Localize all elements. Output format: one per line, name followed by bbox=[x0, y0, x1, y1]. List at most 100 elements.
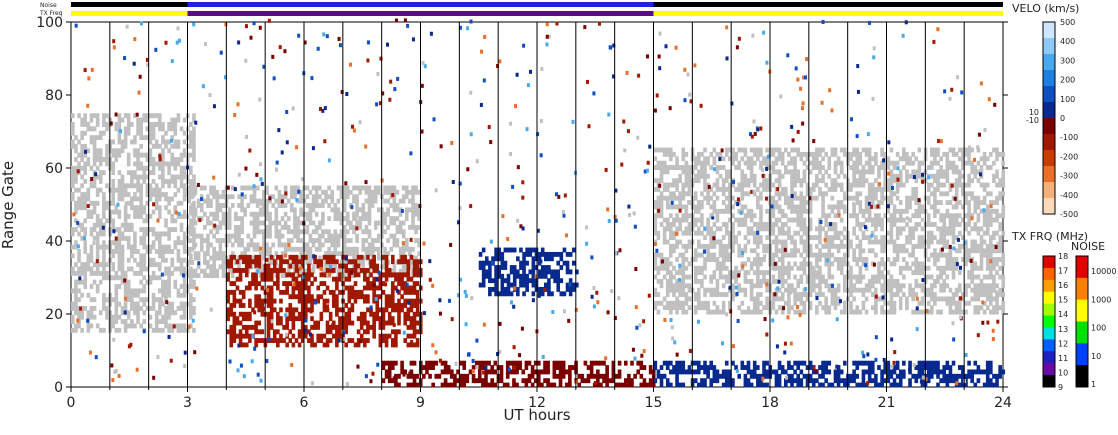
scatter-point bbox=[685, 216, 689, 221]
scatter-point bbox=[410, 339, 414, 344]
txfreq-color-8 bbox=[1043, 351, 1055, 364]
scatter-point bbox=[198, 218, 202, 223]
scatter-point bbox=[303, 40, 307, 45]
scatter-point bbox=[664, 44, 668, 49]
scatter-point bbox=[275, 160, 279, 165]
scatter-point bbox=[872, 55, 876, 60]
scatter-point bbox=[386, 42, 390, 47]
scatter-point bbox=[420, 83, 424, 88]
scatter-point bbox=[219, 50, 223, 55]
scatter-point bbox=[829, 222, 833, 227]
scatter-point bbox=[112, 45, 116, 50]
scatter-point bbox=[683, 67, 687, 72]
scatter-point bbox=[484, 365, 488, 370]
scatter-point bbox=[631, 347, 635, 352]
scatter-point bbox=[389, 79, 393, 84]
scatter-point bbox=[418, 203, 422, 208]
scatter-point bbox=[753, 131, 757, 136]
scatter-point bbox=[545, 34, 549, 39]
scatter-point bbox=[113, 369, 117, 374]
scatter-point bbox=[633, 356, 637, 361]
scatter-point bbox=[551, 310, 555, 315]
scatter-point bbox=[874, 335, 878, 340]
scatter-point bbox=[175, 40, 179, 45]
scatter-point bbox=[849, 117, 853, 122]
velocity-tick-label: -300 bbox=[1060, 172, 1078, 181]
region-negative-velocity-patch bbox=[226, 254, 423, 348]
scatter-point bbox=[86, 204, 90, 209]
scatter-point bbox=[117, 373, 121, 378]
scatter-point bbox=[177, 211, 181, 216]
scatter-point bbox=[328, 272, 332, 277]
scatter-point bbox=[342, 336, 346, 341]
velocity-color-9 bbox=[1043, 166, 1055, 183]
scatter-point bbox=[297, 189, 301, 194]
scatter-point bbox=[606, 207, 610, 212]
scatter-point bbox=[736, 197, 740, 202]
scatter-point bbox=[790, 124, 794, 129]
scatter-point bbox=[786, 315, 790, 320]
scatter-point bbox=[181, 273, 185, 278]
scatter-point bbox=[882, 357, 886, 362]
scatter-point bbox=[638, 323, 642, 328]
scatter-point bbox=[236, 368, 240, 373]
scatter-point bbox=[376, 72, 380, 77]
scatter-point bbox=[142, 329, 146, 334]
scatter-point bbox=[119, 129, 123, 134]
scatter-point bbox=[604, 356, 608, 361]
scatter-point bbox=[590, 255, 594, 260]
scatter-point bbox=[736, 318, 740, 323]
scatter-point bbox=[240, 192, 244, 197]
scatter-point bbox=[340, 89, 344, 94]
scatter-point bbox=[557, 194, 561, 199]
scatter-point bbox=[647, 293, 651, 298]
scatter-point bbox=[434, 188, 438, 193]
y-axis-label: Range Gate bbox=[0, 161, 17, 249]
scatter-point bbox=[498, 321, 502, 326]
txfreq-segment-0 bbox=[71, 11, 188, 16]
scatter-point bbox=[475, 364, 479, 369]
scatter-point bbox=[775, 344, 779, 349]
scatter-point bbox=[993, 102, 997, 107]
scatter-point bbox=[371, 371, 375, 376]
scatter-point bbox=[555, 21, 559, 26]
scatter-point bbox=[450, 317, 454, 322]
scatter-point bbox=[301, 177, 305, 182]
scatter-point bbox=[501, 214, 505, 219]
scatter-point bbox=[921, 375, 925, 380]
scatter-point bbox=[259, 246, 263, 251]
scatter-point bbox=[805, 57, 809, 62]
scatter-point bbox=[228, 359, 232, 364]
scatter-point bbox=[791, 138, 795, 143]
scatter-point bbox=[867, 20, 871, 25]
scatter-point bbox=[642, 319, 646, 324]
scatter-point bbox=[908, 367, 912, 372]
scatter-point bbox=[200, 197, 204, 202]
scatter-point bbox=[801, 101, 805, 106]
scatter-point bbox=[396, 76, 400, 81]
scatter-point bbox=[987, 97, 991, 102]
scatter-point bbox=[469, 132, 473, 137]
scatter-point bbox=[132, 61, 136, 66]
scatter-point bbox=[882, 158, 886, 163]
scatter-point bbox=[952, 246, 956, 251]
scatter-point bbox=[969, 258, 973, 263]
velocity-colorbar: 500 400 300 200 100 0 -100 -200 -300 -400 -500 10-1… bbox=[1026, 18, 1078, 219]
scatter-point bbox=[311, 146, 315, 151]
noise-segment-2 bbox=[653, 2, 1003, 7]
scatter-point bbox=[515, 72, 519, 77]
txfreq-tick-label: 14 bbox=[1058, 310, 1068, 319]
scatter-point bbox=[537, 293, 541, 298]
scatter-point bbox=[101, 225, 105, 230]
scatter-point bbox=[422, 241, 426, 246]
noise-tick-label: 1 bbox=[1091, 380, 1096, 389]
txfreq-colorbar: 18 17 16 15 14 13 12 11 10 9 bbox=[1042, 252, 1068, 392]
scatter-point bbox=[322, 32, 326, 37]
scatter-point bbox=[124, 201, 128, 206]
scatter-point bbox=[158, 154, 162, 159]
velocity-color-3 bbox=[1043, 70, 1055, 87]
scatter-point bbox=[422, 311, 426, 316]
scatter-point bbox=[463, 289, 467, 294]
scatter-point bbox=[737, 273, 741, 278]
scatter-point bbox=[789, 290, 793, 295]
